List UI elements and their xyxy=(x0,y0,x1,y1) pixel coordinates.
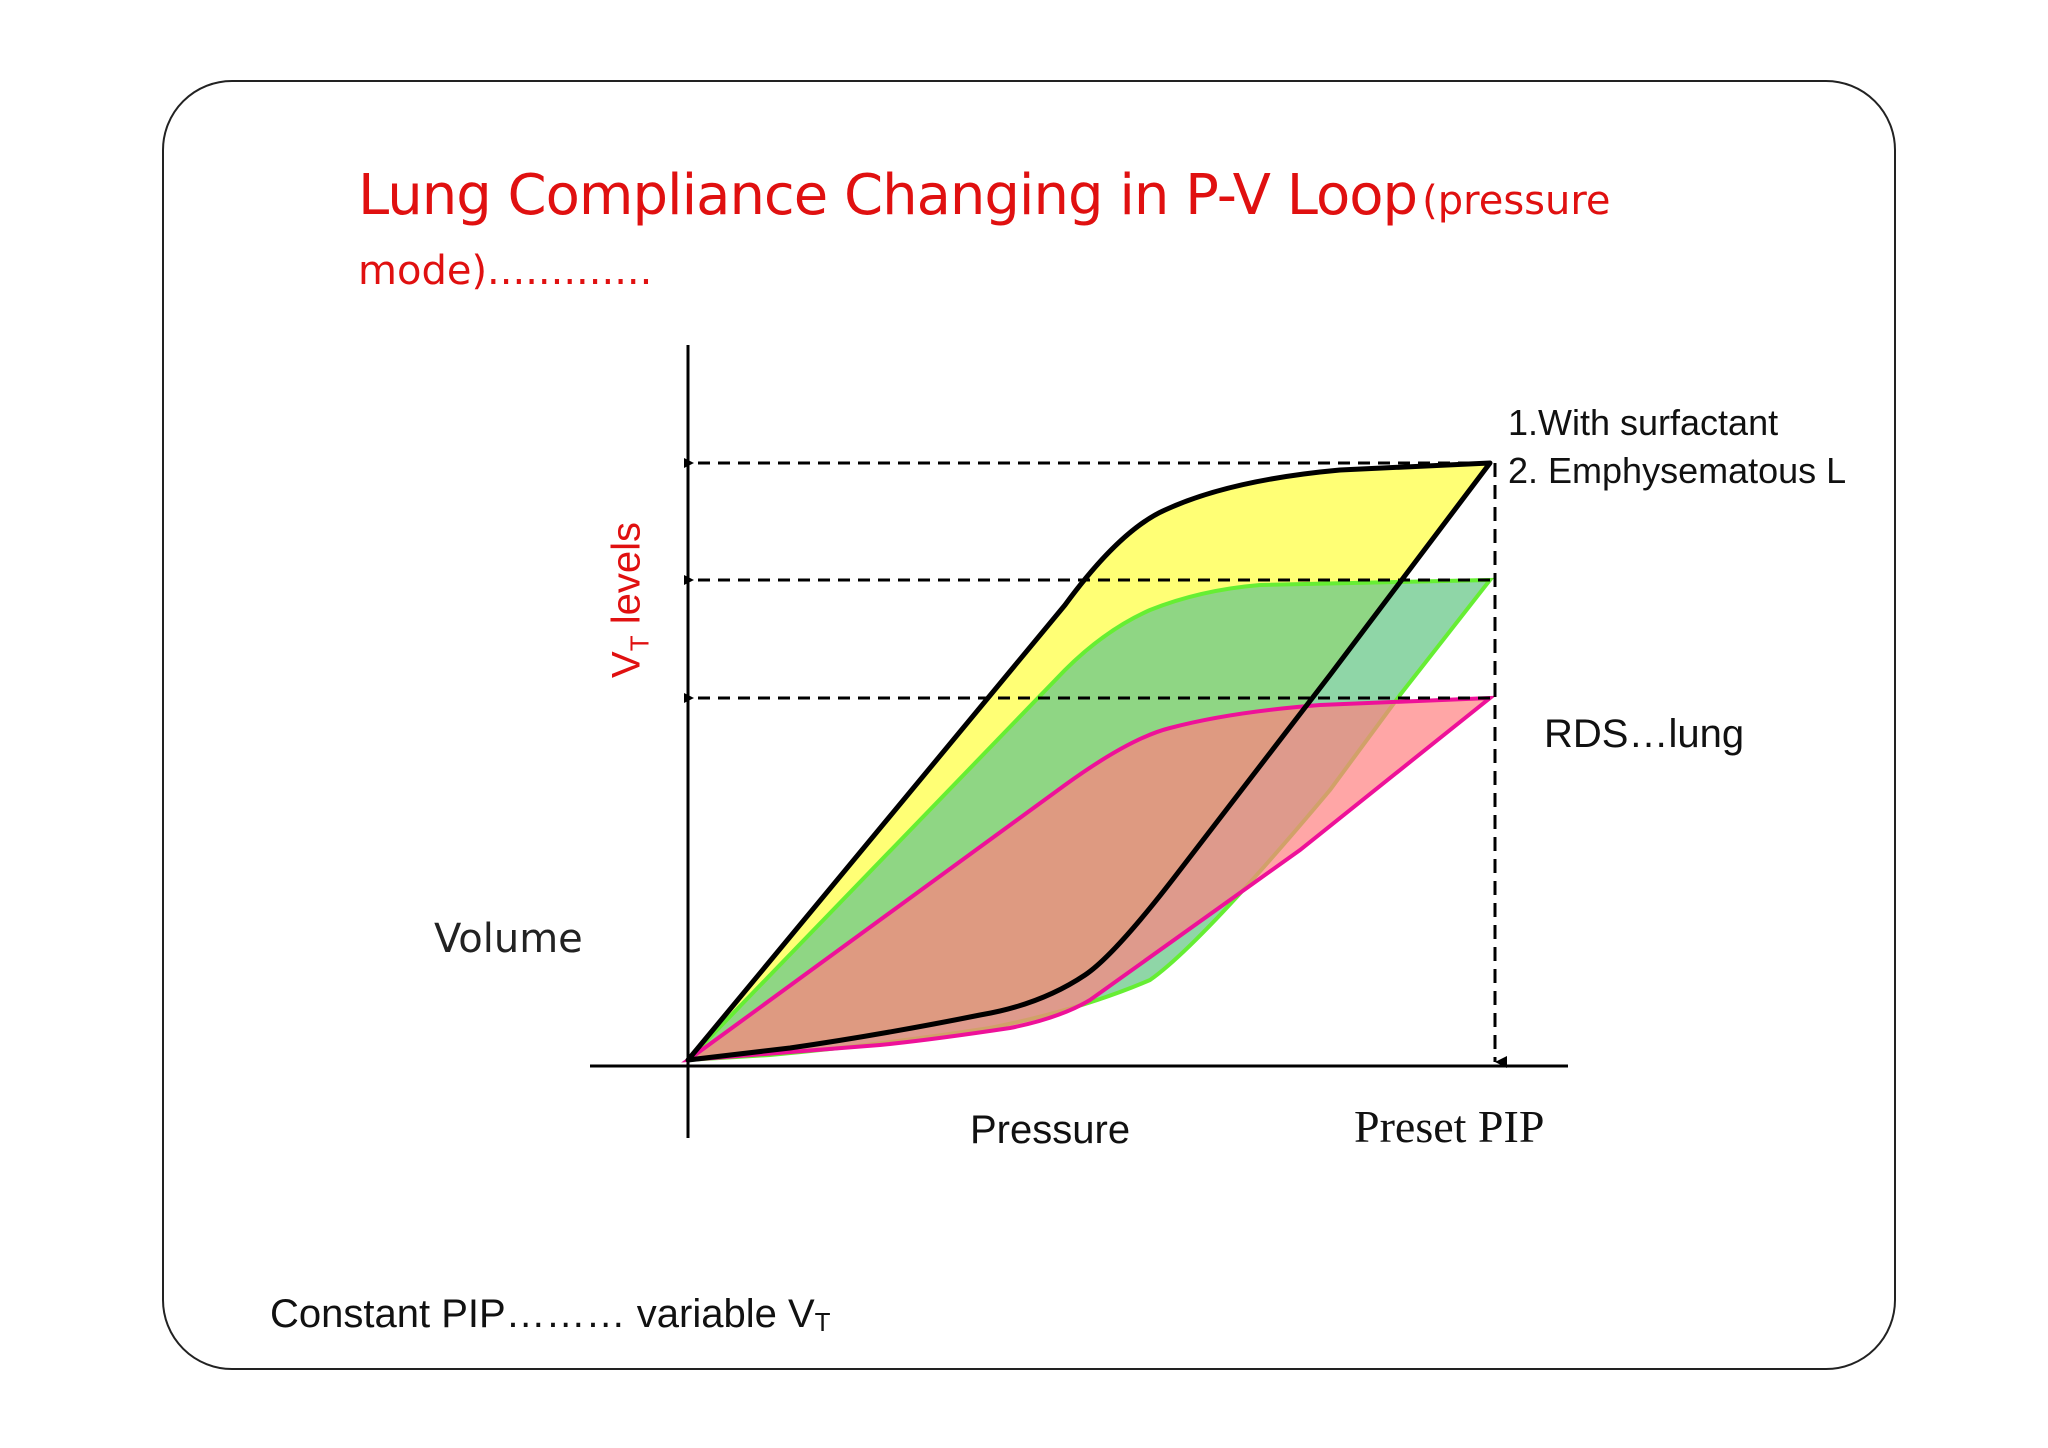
label-with-surfactant: 1.With surfactant xyxy=(1508,402,1779,443)
slide-title: Lung Compliance Changing in P-V Loop (pr… xyxy=(358,165,1658,310)
title-paren: (pressure xyxy=(1422,178,1611,224)
loop-pink-fill xyxy=(681,695,1497,1063)
vt-levels-text: levels xyxy=(604,522,649,636)
title-line2: mode)............. xyxy=(358,248,653,294)
slide-frame xyxy=(162,80,1896,1370)
label-vt-levels: VT levels xyxy=(605,522,656,678)
label-preset-pip: Preset PIP xyxy=(1354,1101,1545,1152)
label-rds-lung: RDS…lung xyxy=(1544,712,1745,756)
vt-symbol: V xyxy=(604,651,649,678)
label-volume: Volume xyxy=(434,916,583,962)
title-main: Lung Compliance Changing in P-V Loop xyxy=(358,163,1418,228)
vt-subscript: T xyxy=(624,635,655,652)
label-pressure: Pressure xyxy=(970,1108,1131,1152)
loop-yellow-outline xyxy=(685,460,1493,1063)
footer-text: Constant PIP……… variable V xyxy=(270,1292,815,1336)
footer-note: Constant PIP……… variable VT xyxy=(270,1292,831,1338)
label-emphysematous: 2. Emphysematous L xyxy=(1508,450,1847,491)
footer-subscript: T xyxy=(814,1307,831,1337)
